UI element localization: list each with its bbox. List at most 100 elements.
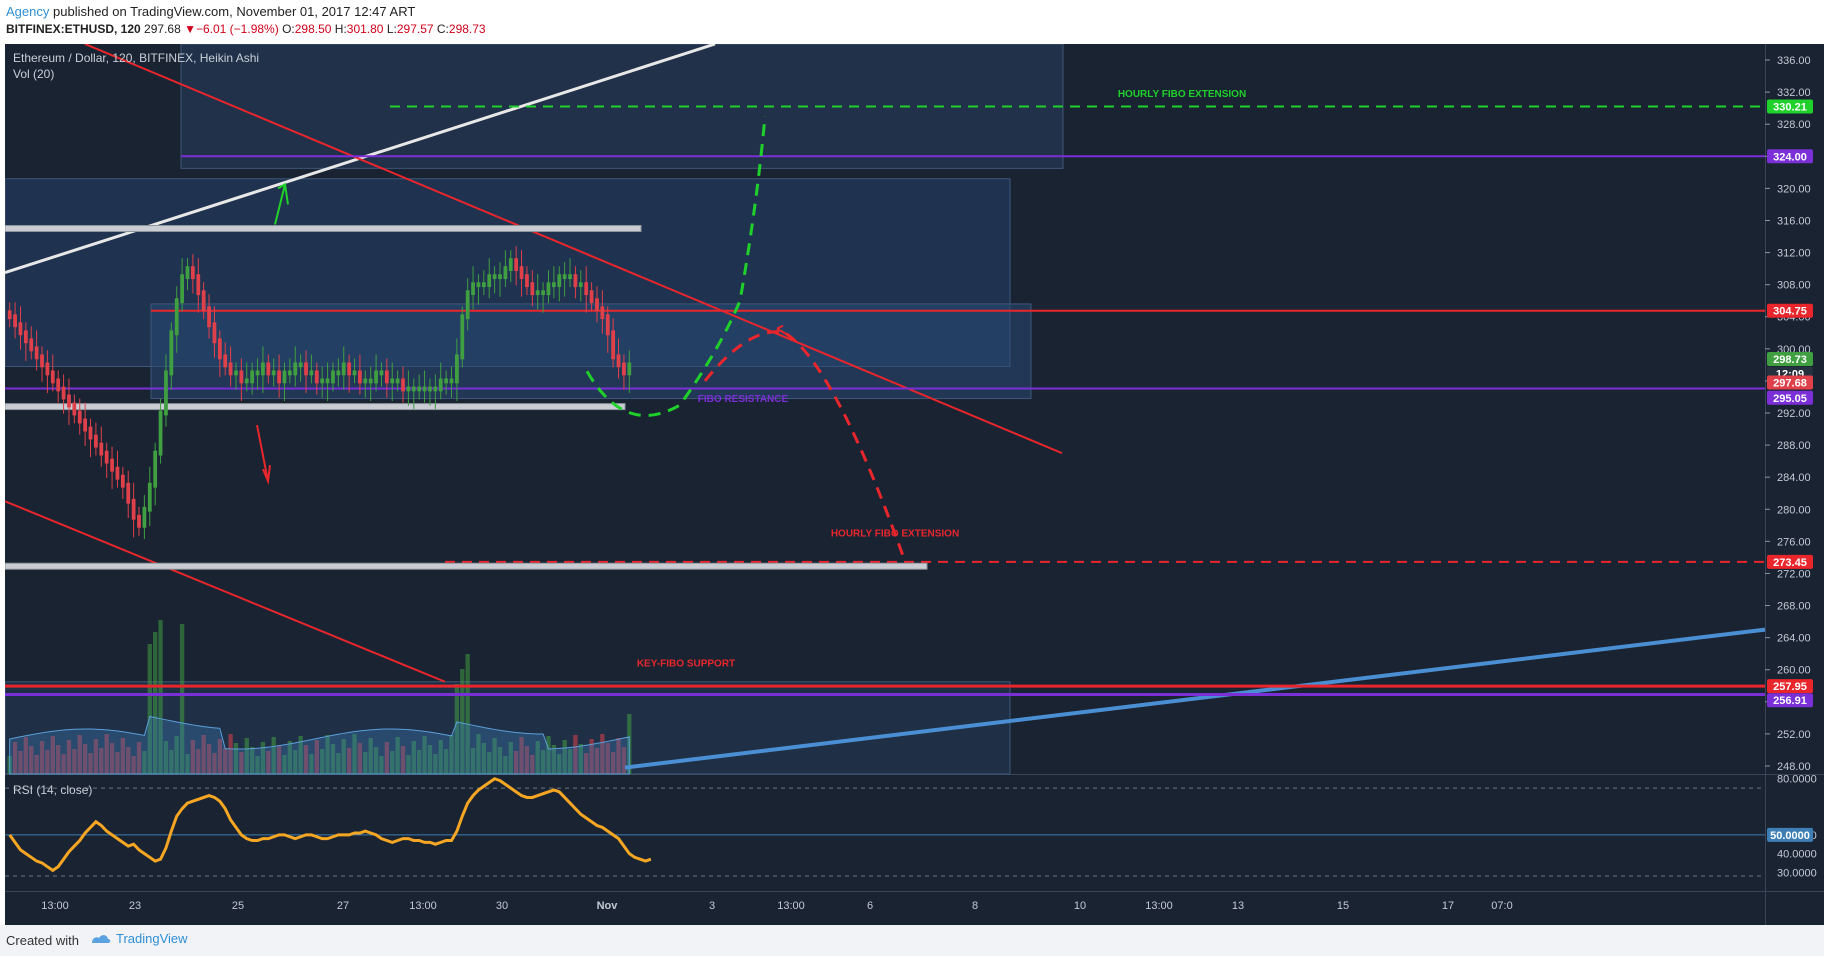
candle-body: [460, 314, 465, 360]
down-arrow-icon: ▼: [184, 22, 196, 36]
volume-bar: [77, 735, 82, 774]
rsi-tick-label: 30.0000: [1777, 867, 1817, 879]
price-marker-label: 297.68: [1773, 378, 1807, 390]
time-tick-label: 25: [232, 900, 244, 912]
candle-body: [514, 258, 519, 272]
volume-bar: [379, 756, 384, 774]
upper-zone-rect: [180, 44, 1064, 169]
candle-body: [67, 394, 71, 408]
time-tick-label: 23: [129, 900, 141, 912]
price-marker-label: 330.21: [1773, 101, 1807, 113]
volume-bar: [573, 735, 578, 774]
volume-bar: [115, 752, 120, 774]
price-marker-label: 257.95: [1773, 681, 1807, 693]
volume-bar: [287, 741, 293, 774]
candle-body: [164, 370, 168, 416]
volume-bar: [519, 737, 524, 774]
candle-body: [352, 370, 357, 376]
volume-bar: [449, 735, 454, 774]
volume-bar: [562, 740, 567, 774]
candle-body: [562, 274, 567, 280]
volume-bar: [201, 735, 206, 774]
volume-bar: [39, 741, 45, 774]
candle-body: [465, 290, 470, 320]
tradingview-link[interactable]: TradingView: [90, 931, 188, 946]
price-change: −6.01 (−1.98%): [195, 22, 279, 36]
candle-body: [223, 354, 228, 368]
grey-channel-bar: [5, 225, 642, 233]
volume-bar: [228, 734, 233, 774]
candle-body: [422, 386, 427, 392]
time-tick-label: 8: [972, 900, 978, 912]
volume-bar: [298, 736, 303, 774]
volume-bar: [212, 753, 217, 774]
candle-body: [266, 362, 271, 376]
candle-body: [530, 282, 535, 296]
price-marker-label: 256.91: [1773, 695, 1807, 707]
volume-bar: [492, 738, 497, 774]
price-marker-label: 273.45: [1773, 557, 1807, 569]
volume-bar: [66, 740, 72, 774]
candle-body: [158, 410, 163, 456]
price-marker-tag: [1767, 352, 1813, 367]
rsi-pane[interactable]: [5, 775, 1765, 891]
price-tick-label: 320.00: [1777, 183, 1811, 195]
candle-body: [185, 266, 190, 280]
price-marker-tag: [1767, 390, 1813, 405]
price-tick-label: 336.00: [1777, 55, 1811, 67]
volume-bar: [443, 749, 449, 774]
candle-body: [551, 282, 556, 288]
volume-bar: [454, 684, 460, 774]
candle-body: [244, 378, 249, 384]
volume-bar: [336, 753, 341, 774]
candle-body: [18, 322, 23, 336]
annotation-label: HOURLY FIBO EXTENSION: [831, 529, 959, 540]
time-tick-label: 3: [709, 900, 715, 912]
volume-legend: Vol (20): [13, 67, 54, 81]
annotation-label: FIBO RESISTANCE: [698, 394, 789, 405]
volume-bar: [99, 748, 104, 774]
volume-bar: [368, 738, 373, 774]
rsi-marker-tag: [1767, 827, 1813, 842]
price-marker-label: 324.00: [1773, 151, 1807, 163]
candle-body: [212, 322, 217, 344]
volume-bar: [56, 745, 61, 774]
candle-body: [471, 282, 475, 296]
volume-bar: [45, 750, 50, 774]
candle-body: [379, 370, 384, 376]
chart-area[interactable]: 248.00252.00256.00260.00264.00268.00272.…: [5, 44, 1824, 925]
chart-canvas[interactable]: 248.00252.00256.00260.00264.00268.00272.…: [5, 44, 1824, 925]
candle-body: [605, 314, 610, 336]
candle-body: [325, 378, 330, 384]
candle-body: [7, 310, 12, 320]
candle-body: [627, 362, 632, 376]
volume-bar: [584, 753, 589, 774]
grey-channel-bar: [5, 562, 928, 570]
price-tick-label: 268.00: [1777, 601, 1811, 613]
candle-body: [417, 386, 422, 392]
publisher-link[interactable]: Agency: [6, 4, 50, 19]
volume-bar: [185, 754, 190, 774]
volume-bar: [196, 749, 201, 774]
candle-body: [395, 378, 400, 384]
candle-body: [153, 450, 158, 488]
candle-body: [535, 290, 540, 296]
price-tick-label: 308.00: [1777, 280, 1811, 292]
price-tick-label: 280.00: [1777, 504, 1811, 516]
candle-body: [83, 418, 88, 432]
volume-bar: [158, 620, 163, 774]
low-value: 297.57: [396, 22, 434, 36]
created-with-label: Created with: [6, 933, 79, 948]
fibo-zone-rect: [150, 303, 1032, 400]
candle-body: [309, 370, 314, 376]
time-tick-label: 13: [1232, 900, 1244, 912]
volume-bar: [88, 753, 93, 774]
volume-bar: [600, 734, 605, 774]
candle-body: [169, 330, 174, 376]
candle-body: [546, 282, 551, 296]
volume-bar: [190, 740, 196, 774]
candle-body: [438, 378, 443, 392]
candle-body: [411, 386, 416, 392]
volume-bar: [314, 740, 319, 774]
price-tick-label: 312.00: [1777, 248, 1811, 260]
